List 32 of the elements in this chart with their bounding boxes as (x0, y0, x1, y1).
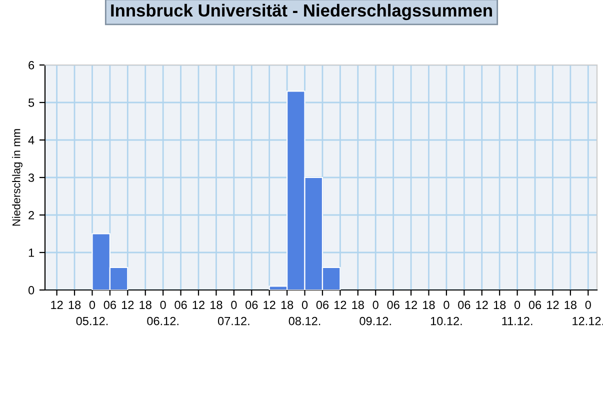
y-tick-label: 1 (28, 248, 34, 257)
x-tick-label: 18 (281, 300, 294, 310)
x-tick-label: 12 (122, 300, 134, 309)
x-tick-label: 18 (140, 300, 152, 310)
x-tick-label: 12 (192, 300, 204, 309)
x-tick-label: 06 (104, 300, 116, 310)
y-tick-label: 0 (28, 286, 34, 294)
x-tick-label: 12 (51, 300, 63, 309)
y-tick-label: 6 (28, 61, 34, 70)
x-tick-label: 18 (68, 300, 81, 310)
x-tick-label: 06 (528, 300, 542, 310)
x-tick-label: 18 (494, 300, 506, 310)
x-tick-label: 06 (246, 300, 258, 310)
y-axis-title: Niederschlag in mm (12, 129, 22, 226)
x-tick-label: 18 (210, 300, 222, 310)
x-tick-label: 12 (334, 300, 346, 309)
x-tick-label: 18 (564, 300, 576, 310)
y-tick-label: 4 (28, 136, 34, 144)
x-tick-label: 06 (174, 300, 187, 310)
y-tick-label: 5 (28, 98, 34, 107)
chart-title: Innsbruck Universität - Niederschlagssummen (111, 4, 492, 20)
x-tick-label: 12 (476, 300, 488, 309)
x-tick-label: 12 (547, 300, 559, 309)
x-tick-label: 18 (352, 300, 364, 310)
y-tick-label: 2 (28, 211, 34, 220)
x-tick-label: 12 (405, 300, 418, 309)
x-tick-label: 12 (264, 300, 276, 309)
x-tick-label: 18 (423, 300, 435, 310)
x-tick-label: 06 (316, 300, 329, 310)
y-tick-label: 3 (28, 174, 34, 182)
x-tick-label: 06 (387, 300, 400, 310)
x-tick-label: 06 (458, 300, 470, 310)
